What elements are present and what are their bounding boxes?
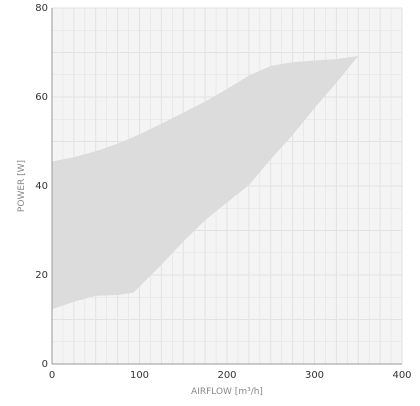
x-axis-label: AIRFLOW [m³/h]: [191, 387, 263, 397]
x-tick-label: 0: [49, 370, 55, 381]
y-tick-label: 20: [35, 270, 48, 281]
x-axis-ticks: 0 100 200 300 400: [49, 370, 412, 381]
y-tick-label: 40: [35, 181, 48, 192]
y-axis-label: POWER [W]: [17, 160, 27, 212]
operating-range-area: [52, 56, 359, 310]
axes: [51, 8, 402, 365]
x-tick-label: 300: [305, 370, 324, 381]
y-tick-label: 0: [42, 359, 48, 370]
x-tick-label: 200: [217, 370, 236, 381]
y-axis-ticks: 0 20 40 60 80: [35, 3, 48, 370]
y-tick-label: 80: [35, 3, 48, 14]
x-tick-label: 100: [130, 370, 149, 381]
y-tick-label: 60: [35, 92, 48, 103]
x-tick-label: 400: [392, 370, 411, 381]
